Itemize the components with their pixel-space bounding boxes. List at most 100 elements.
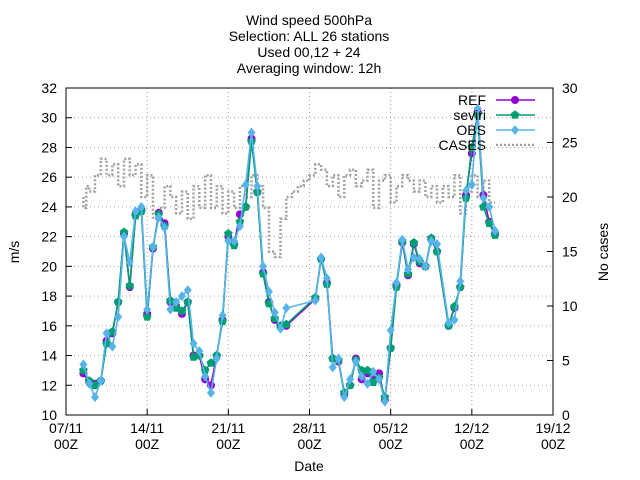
data-point-obs [201, 371, 210, 382]
data-point-obs [154, 212, 163, 223]
y-tick-label: 16 [41, 318, 57, 334]
legend-marker-seviri [510, 110, 520, 119]
data-point-obs [421, 261, 430, 272]
data-point-obs [79, 359, 88, 370]
data-point-obs [491, 225, 500, 236]
data-point-seviri [484, 218, 494, 227]
data-point-seviri [206, 358, 216, 367]
data-point-obs [282, 302, 291, 313]
data-point-seviri [386, 343, 395, 352]
data-point-obs [357, 371, 366, 382]
data-point-seviri [142, 312, 152, 321]
x-tick-label: 12/12 [454, 420, 489, 436]
series-line-obs [82, 108, 496, 402]
data-point-obs [467, 179, 476, 190]
series-line-ref [82, 111, 496, 401]
data-point-seviri [90, 380, 100, 389]
data-point-obs [340, 392, 349, 403]
data-point-seviri [247, 136, 256, 146]
series-line-seviri [82, 114, 496, 398]
x-tick-label-hour: 00Z [216, 436, 241, 452]
legend-label-cases: CASES [439, 137, 486, 153]
legend-label-seviri: seviri [453, 107, 486, 123]
data-point-obs [317, 252, 326, 263]
data-point-obs [160, 222, 169, 233]
data-point-obs [322, 273, 331, 284]
title-line: Selection: ALL 26 stations [229, 28, 390, 44]
x-tick-label-hour: 00Z [460, 436, 485, 452]
y-tick-label: 18 [41, 288, 57, 304]
x-tick-label-hour: 00Z [135, 436, 160, 452]
x-tick-label-hour: 00Z [54, 436, 79, 452]
legend-marker-obs [511, 125, 519, 135]
data-point-obs [90, 392, 99, 403]
data-point-seviri [224, 229, 233, 238]
data-point-obs [241, 179, 250, 190]
y2-tick-label: 20 [562, 189, 578, 205]
data-point-obs [119, 231, 128, 242]
data-point-obs [172, 297, 181, 308]
x-tick-label-hour: 00Z [297, 436, 322, 452]
series-obs [79, 103, 500, 407]
y-tick-label: 12 [41, 377, 57, 393]
y-tick-label: 26 [41, 169, 57, 185]
y-tick-label: 24 [41, 199, 57, 215]
y-tick-label: 10 [41, 407, 57, 423]
data-point-obs [247, 127, 256, 138]
axes: 10 12 14 16 18 20 22 24 26 28 30 32 0 5 10 15 20 25 30 07/1… [41, 80, 577, 452]
legend-label-ref: REF [458, 92, 486, 108]
x-tick-label: 19/12 [535, 420, 570, 436]
data-point-obs [409, 252, 418, 263]
y-tick-label: 22 [41, 229, 57, 245]
x-tick-label: 14/11 [130, 420, 164, 436]
series-cases [82, 157, 496, 259]
title-line: Averaging window: 12h [237, 60, 382, 76]
y2-tick-label: 30 [562, 80, 578, 96]
data-point-seviri [409, 238, 419, 247]
data-point-obs [456, 276, 465, 287]
data-point-obs [334, 353, 343, 364]
y-axis-label: m/s [6, 241, 22, 264]
legend-marker-ref [511, 96, 519, 104]
y-tick-label: 14 [41, 348, 57, 364]
data-point-seviri [281, 319, 291, 329]
data-point-obs [253, 181, 262, 192]
data-point-seviri [125, 281, 135, 290]
data-point-obs [195, 346, 204, 357]
data-point-obs [114, 311, 123, 322]
plot-series [79, 103, 500, 407]
x-tick-label: 05/12 [373, 420, 408, 436]
data-point-obs [398, 234, 407, 245]
data-point-obs [102, 328, 111, 339]
x-tick-label-hour: 00Z [379, 436, 404, 452]
x-tick-label-hour: 00Z [541, 436, 566, 452]
legend-label-obs: OBS [456, 122, 486, 138]
data-point-obs [415, 253, 424, 264]
data-point-obs [311, 295, 320, 306]
data-point-obs [363, 378, 372, 389]
data-point-obs [386, 325, 395, 336]
data-point-obs [328, 362, 337, 373]
data-point-obs [125, 256, 134, 267]
data-point-obs [85, 378, 94, 389]
data-point-obs [235, 221, 244, 232]
y-tick-label: 20 [41, 258, 57, 274]
data-point-obs [444, 317, 453, 328]
data-point-obs [351, 356, 360, 367]
data-point-obs [259, 261, 268, 272]
y-tick-label: 28 [41, 139, 57, 155]
data-point-obs [392, 277, 401, 288]
data-point-obs [404, 264, 413, 275]
y-tick-label: 32 [41, 80, 57, 96]
data-point-obs [131, 206, 140, 217]
data-point-obs [206, 387, 215, 398]
y2-tick-label: 0 [562, 407, 570, 423]
data-point-seviri [113, 297, 123, 306]
data-point-obs [485, 201, 494, 212]
data-point-seviri [183, 297, 193, 306]
data-point-obs [224, 236, 233, 247]
y2-tick-label: 25 [562, 135, 578, 151]
data-point-obs [433, 239, 442, 250]
data-point-obs [166, 304, 175, 315]
